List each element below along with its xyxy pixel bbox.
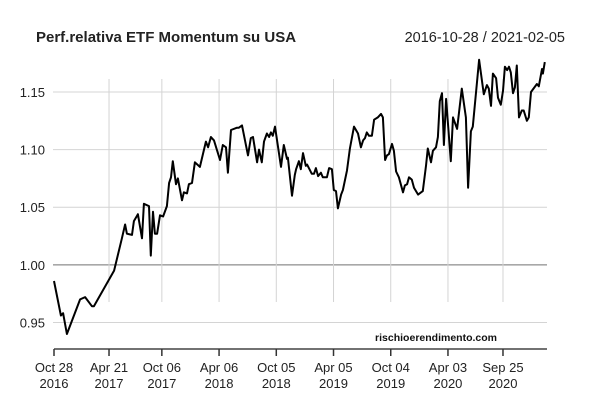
y-tick-label: 0.95 bbox=[20, 315, 45, 330]
chart-title: Perf.relativa ETF Momentum su USA bbox=[36, 29, 296, 46]
x-tick-label: Oct 05 bbox=[257, 360, 295, 375]
series-line bbox=[53, 58, 546, 335]
x-tick-label: Apr 05 bbox=[314, 360, 352, 375]
x-tick-year: 2018 bbox=[262, 376, 291, 391]
x-tick-year: 2020 bbox=[489, 376, 518, 391]
date-range: 2016-10-28 / 2021-02-05 bbox=[405, 30, 565, 46]
y-axis: 0.95 1.00 1.05 1.10 1.15 bbox=[20, 85, 45, 330]
x-tick-year: 2019 bbox=[319, 376, 348, 391]
y-tick-label: 1.10 bbox=[20, 143, 45, 158]
watermark: rischioerendimento.com bbox=[375, 332, 497, 344]
x-tick-year: 2018 bbox=[205, 376, 234, 391]
y-tick-label: 1.15 bbox=[20, 85, 45, 100]
y-tick-label: 1.05 bbox=[20, 200, 45, 215]
x-tick-label: Oct 06 bbox=[143, 360, 181, 375]
x-tick-label: Apr 21 bbox=[90, 360, 128, 375]
x-tick-year: 2016 bbox=[40, 376, 69, 391]
x-tick-year: 2020 bbox=[433, 376, 462, 391]
x-tick-label: Sep 25 bbox=[482, 360, 523, 375]
x-tick-year: 2017 bbox=[147, 376, 176, 391]
x-tick-year: 2017 bbox=[95, 376, 124, 391]
x-tick-label: Apr 03 bbox=[429, 360, 467, 375]
x-tick-year: 2019 bbox=[376, 376, 405, 391]
x-tick-label: Oct 28 bbox=[35, 360, 73, 375]
x-tick-label: Apr 06 bbox=[200, 360, 238, 375]
x-tick-label: Oct 04 bbox=[372, 360, 410, 375]
y-tick-label: 1.00 bbox=[20, 258, 45, 273]
